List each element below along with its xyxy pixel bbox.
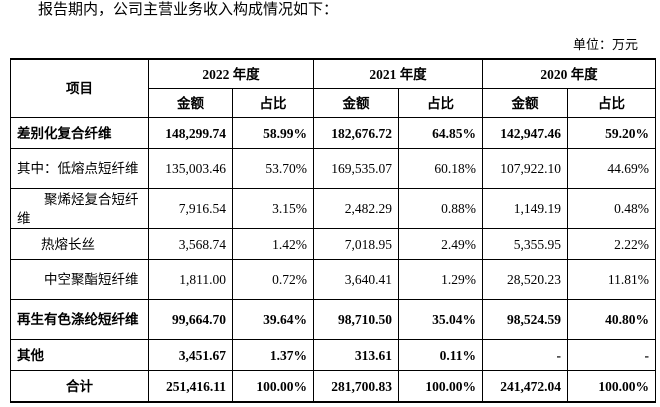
cell-value: 169,535.07: [313, 148, 399, 189]
cell-value: 135,003.46: [148, 148, 233, 189]
revenue-table: 项目 2022 年度 2021 年度 2020 年度 金额 占比 金额 占比 金额 占比 差别…: [10, 58, 656, 403]
sub-header: 占比: [567, 88, 656, 118]
cell-value: 3.15%: [232, 188, 314, 229]
cell-value: 182,676.72: [313, 117, 399, 149]
row-label: 合计: [10, 370, 149, 403]
table-body: 差别化复合纤维 148,299.74 58.99% 182,676.72 64.85% 1…: [10, 117, 656, 403]
sub-header: 金额: [148, 88, 233, 118]
cell-value: 60.18%: [398, 148, 483, 189]
header-row: 金额 占比 金额 占比 金额 占比: [11, 88, 656, 118]
sub-header: 占比: [398, 88, 483, 118]
cell-value: 99,664.70: [148, 299, 233, 340]
cell-value: -: [482, 339, 568, 371]
year-header: 2022 年度: [148, 58, 314, 89]
cell-value: 44.69%: [567, 148, 656, 189]
row-label: 热熔长丝: [10, 228, 149, 260]
table-row: 合计 251,416.11 100.00% 281,700.83 100.00% 241,…: [10, 370, 656, 403]
table-row: 热熔长丝 3,568.74 1.42% 7,018.95 2.49% 5,355.95 2.…: [10, 228, 656, 260]
cell-value: 251,416.11: [148, 370, 233, 403]
cell-value: 1,811.00: [148, 259, 233, 300]
cell-value: 142,947.46: [482, 117, 568, 149]
cell-value: 1.29%: [398, 259, 483, 300]
intro-text: 报告期内，公司主营业务收入构成情况如下：: [38, 2, 339, 18]
row-label: 中空聚酯短纤维: [10, 259, 149, 300]
header-row: 项目 2022 年度 2021 年度 2020 年度: [10, 58, 656, 118]
table-row: 再生有色涤纶短纤维 99,664.70 39.64% 98,710.50 35.04% 9…: [10, 299, 656, 340]
header-cell: 项目: [10, 58, 149, 118]
cell-value: 100.00%: [232, 370, 314, 403]
cell-value: 3,451.67: [148, 339, 233, 371]
cell-value: 7,916.54: [148, 188, 233, 229]
cell-value: 241,472.04: [482, 370, 568, 403]
row-label: 其中：低熔点短纤维: [10, 148, 149, 189]
table-head: 项目 2022 年度 2021 年度 2020 年度 金额 占比 金额 占比 金额 占比: [10, 58, 656, 118]
cell-value: 98,710.50: [313, 299, 399, 340]
table-row: 中空聚酯短纤维 1,811.00 0.72% 3,640.41 1.29% 28,520.…: [10, 259, 656, 300]
cell-value: 64.85%: [398, 117, 483, 149]
row-label: 差别化复合纤维: [10, 117, 149, 149]
cell-value: 53.70%: [232, 148, 314, 189]
sub-header: 金额: [313, 88, 399, 118]
cell-value: 0.88%: [398, 188, 483, 229]
sub-header: 金额: [482, 88, 568, 118]
row-label: 聚烯烃复合短纤维: [10, 188, 149, 229]
cell-value: 1.37%: [232, 339, 314, 371]
year-header: 2020 年度: [482, 58, 656, 89]
cell-value: 5,355.95: [482, 228, 568, 260]
table-row: 聚烯烃复合短纤维 7,916.54 3.15% 2,482.29 0.88% 1,149.…: [10, 188, 656, 229]
cell-value: 11.81%: [567, 259, 656, 300]
cell-value: 40.80%: [567, 299, 656, 340]
cell-value: 39.64%: [232, 299, 314, 340]
cell-value: 1.42%: [232, 228, 314, 260]
row-label: 其他: [10, 339, 149, 371]
cell-value: 35.04%: [398, 299, 483, 340]
sub-header: 占比: [232, 88, 314, 118]
row-label: 再生有色涤纶短纤维: [10, 299, 149, 340]
year-header: 2021 年度: [313, 58, 483, 89]
cell-value: 59.20%: [567, 117, 656, 149]
cell-value: 58.99%: [232, 117, 314, 149]
cell-value: 3,568.74: [148, 228, 233, 260]
cell-value: 7,018.95: [313, 228, 399, 260]
table-row: 其他 3,451.67 1.37% 313.61 0.11% - -: [10, 339, 656, 371]
cell-value: 2.49%: [398, 228, 483, 260]
unit-label: 单位：万元: [572, 37, 638, 52]
table-row: 其中：低熔点短纤维 135,003.46 53.70% 169,535.07 60.18…: [10, 148, 656, 189]
cell-value: 313.61: [313, 339, 399, 371]
cell-value: 28,520.23: [482, 259, 568, 300]
cell-value: 3,640.41: [313, 259, 399, 300]
table-row: 差别化复合纤维 148,299.74 58.99% 182,676.72 64.85% 1…: [10, 117, 656, 149]
cell-value: 2.22%: [567, 228, 656, 260]
cell-value: 0.72%: [232, 259, 314, 300]
cell-value: 98,524.59: [482, 299, 568, 340]
cell-value: 148,299.74: [148, 117, 233, 149]
cell-value: 281,700.83: [313, 370, 399, 403]
cell-value: 0.48%: [567, 188, 656, 229]
cell-value: 2,482.29: [313, 188, 399, 229]
cell-value: -: [567, 339, 656, 371]
cell-value: 100.00%: [398, 370, 483, 403]
cell-value: 107,922.10: [482, 148, 568, 189]
cell-value: 0.11%: [398, 339, 483, 371]
cell-value: 100.00%: [567, 370, 656, 403]
cell-value: 1,149.19: [482, 188, 568, 229]
